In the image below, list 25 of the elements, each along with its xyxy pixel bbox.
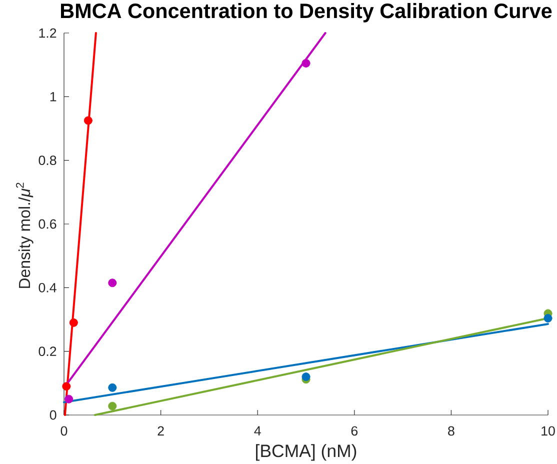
point bbox=[302, 372, 310, 382]
point bbox=[108, 278, 117, 288]
point bbox=[302, 58, 310, 68]
y-tick-label: 0.8 bbox=[38, 156, 56, 166]
y-tick-label: 0.2 bbox=[38, 346, 56, 356]
point bbox=[62, 382, 71, 391]
x-tick-label: 4 bbox=[254, 426, 261, 436]
chart-title: BMCA Concentration to Density Calibration Curve bbox=[61, 3, 552, 22]
x-tick-label: 2 bbox=[158, 426, 164, 436]
y-tick-label: 1.2 bbox=[39, 28, 56, 38]
point bbox=[84, 116, 92, 125]
point bbox=[544, 314, 552, 322]
x-tick-label: 10 bbox=[542, 426, 555, 436]
point bbox=[108, 383, 117, 392]
x-axis-title: [BCMA] (nM) bbox=[256, 444, 356, 461]
point bbox=[108, 402, 117, 410]
x-tick-label: 6 bbox=[351, 426, 358, 436]
y-tick-label: 0 bbox=[50, 410, 56, 420]
point bbox=[69, 318, 78, 327]
x-tick-label: 8 bbox=[448, 426, 454, 436]
x-tick-label: 0 bbox=[60, 426, 68, 436]
y-tick-label: 1 bbox=[50, 92, 56, 102]
point bbox=[64, 394, 74, 404]
y-tick-label: 0.6 bbox=[38, 219, 56, 229]
y-tick-label: 0.4 bbox=[38, 282, 56, 292]
